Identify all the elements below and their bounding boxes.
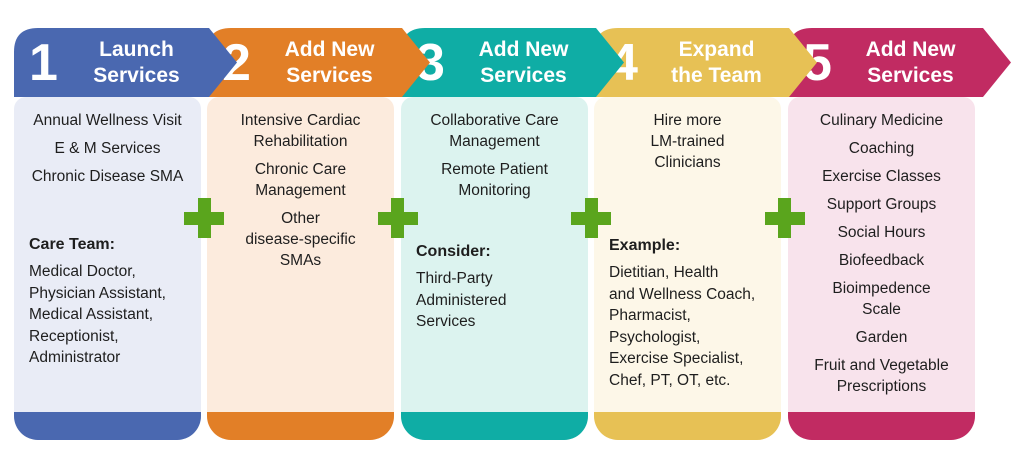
step-header-content: 1 Launch Services	[14, 28, 237, 97]
step-title: Launch Services	[93, 38, 180, 87]
service-item: Social Hours	[837, 224, 926, 241]
detail-block: Example: Dietitian, Health and Wellness Co…	[594, 235, 781, 391]
plus-icon	[571, 198, 611, 238]
step-footer-bar	[788, 412, 975, 440]
step-title: Expand the Team	[671, 38, 762, 87]
step-body-panel: Intensive Cardiac Rehabilitation Chronic …	[207, 97, 394, 440]
step-title: Add New Services	[284, 38, 375, 87]
plus-icon	[184, 198, 224, 238]
detail-heading: Care Team:	[29, 236, 115, 253]
services-list: Culinary Medicine Coaching Exercise Classe…	[788, 110, 975, 397]
service-item: Intensive Cardiac Rehabilitation	[240, 112, 361, 150]
detail-line: Chef, PT, OT, etc.	[609, 371, 731, 389]
detail-line: Dietitian, Health	[609, 264, 719, 281]
service-item: E & M Services	[54, 140, 161, 157]
detail-line: Medical Doctor,	[29, 263, 136, 280]
detail-line: and Wellness Coach,	[609, 285, 756, 303]
arrow-banner-shape	[788, 28, 1011, 97]
detail-line: Medical Assistant,	[29, 306, 154, 323]
step-title: Add New Services	[865, 38, 956, 87]
service-item: Hire more LM-trained Clinicians	[650, 112, 725, 171]
service-item: Fruit and Vegetable Prescriptions	[814, 357, 949, 395]
detail-line: Third-Party	[416, 270, 493, 287]
step-header-banner: 3Add New Services	[401, 28, 624, 97]
arrow-banner-shape	[401, 28, 624, 97]
arrow-banner-shape	[14, 28, 237, 97]
step-header-banner: 1 Launch Services	[14, 28, 237, 97]
step-footer-bar	[594, 412, 781, 440]
service-item: Biofeedback	[838, 252, 925, 269]
detail-line: Administered	[416, 291, 507, 309]
service-item: Collaborative Care Management	[430, 112, 559, 150]
service-item: Exercise Classes	[822, 168, 941, 185]
step-number: 1	[29, 33, 58, 92]
detail-block: Care Team: Medical Doctor, Physician Assis…	[14, 234, 201, 369]
step-footer-bar	[14, 412, 201, 440]
step-header-banner: 2Add New Services	[207, 28, 430, 97]
plus-bar-vertical	[778, 198, 791, 238]
services-list: Intensive Cardiac Rehabilitation Chronic …	[207, 110, 394, 271]
services-list: Annual Wellness Visit E & M Services Chron…	[14, 110, 201, 187]
service-item: Support Groups	[826, 196, 937, 213]
step-body-panel: Hire more LM-trained Clinicians Example: D…	[594, 97, 781, 440]
arrow-banner-shape	[594, 28, 817, 97]
detail-line: Psychologist,	[609, 328, 701, 346]
detail-heading: Example:	[609, 237, 681, 254]
service-item: Coaching	[848, 140, 915, 157]
step-body-panel: Culinary Medicine Coaching Exercise Classe…	[788, 97, 975, 440]
step-body-panel: Collaborative Care Management Remote Pati…	[401, 97, 588, 440]
step-header-content: 4Expand the Team	[594, 28, 817, 97]
arrow-banner-shape	[207, 28, 430, 97]
service-item: Chronic Care Management	[254, 161, 347, 199]
detail-line: Physician Assistant,	[29, 284, 166, 302]
detail-line: Receptionist,	[29, 327, 119, 345]
step-header-content: 2Add New Services	[207, 28, 430, 97]
plus-bar-vertical	[197, 198, 211, 238]
step-header-banner: 5Add New Services	[788, 28, 1011, 97]
step-title: Add New Services	[478, 38, 569, 87]
detail-line: Exercise Specialist,	[609, 350, 744, 367]
detail-heading: Consider:	[416, 243, 491, 260]
step-header-content: 3Add New Services	[401, 28, 624, 97]
services-list: Collaborative Care Management Remote Pati…	[401, 110, 588, 201]
service-item: Culinary Medicine	[819, 112, 944, 129]
services-list: Hire more LM-trained Clinicians	[594, 110, 781, 173]
plus-bar-vertical	[584, 198, 598, 238]
step-header-content: 5Add New Services	[788, 28, 1011, 97]
service-item: Chronic Disease SMA	[31, 168, 184, 185]
plus-icon	[377, 198, 418, 238]
service-item: Garden	[855, 329, 908, 346]
service-item: Annual Wellness Visit	[33, 112, 182, 129]
detail-line: Services	[416, 313, 476, 330]
plus-icon	[764, 198, 805, 238]
service-item: Bioimpedence Scale	[832, 280, 931, 318]
plus-bar-vertical	[391, 198, 404, 238]
service-item: Other disease-specific SMAs	[245, 210, 356, 269]
detail-line: Administrator	[29, 349, 121, 366]
service-item: Remote Patient Monitoring	[441, 161, 548, 199]
detail-block: Consider: Third-Party Administered Services	[401, 241, 588, 333]
step-footer-bar	[401, 412, 588, 440]
step-header-banner: 4Expand the Team	[594, 28, 817, 97]
step-body-panel: Annual Wellness Visit E & M Services Chron…	[14, 97, 201, 440]
step-footer-bar	[207, 412, 394, 440]
detail-line: Pharmacist,	[609, 307, 691, 324]
